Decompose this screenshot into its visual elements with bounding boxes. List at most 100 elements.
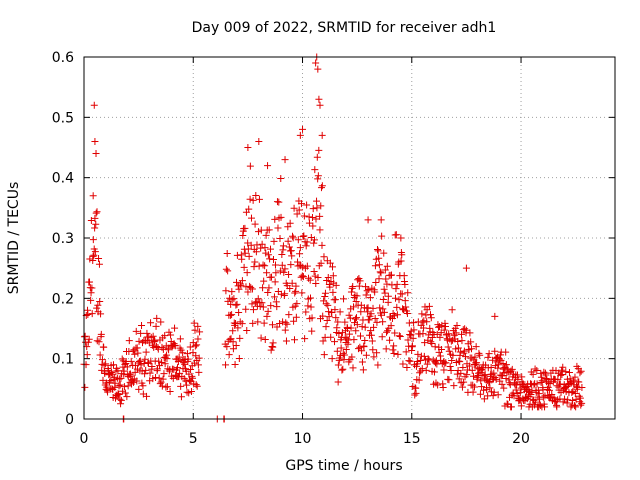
data-point [127,357,135,365]
data-point [193,382,201,390]
data-point [229,338,237,346]
data-point [323,276,331,284]
data-point [309,205,317,213]
data-point [393,280,401,288]
data-point-spike [92,150,100,158]
data-point [380,285,388,293]
data-point [95,255,103,263]
data-point [289,232,297,240]
data-point [233,278,241,286]
data-point [424,336,432,344]
data-point [401,297,409,305]
data-point [89,252,97,260]
x-tick-label: 15 [403,431,421,447]
x-tick-label: 10 [294,431,312,447]
data-point [367,327,375,335]
data-point [360,343,368,351]
data-point [572,403,580,411]
data-point [337,344,345,352]
data-point [278,261,286,269]
data-point [562,368,570,376]
data-point [115,382,123,390]
data-point [95,338,103,346]
data-point [129,378,137,386]
data-point [447,367,455,375]
data-point [349,364,357,372]
data-point [418,365,426,373]
data-point [495,361,503,369]
data-point [305,219,313,227]
data-point [245,252,253,260]
data-point [352,327,360,335]
data-point [375,261,383,269]
data-point [93,208,101,216]
data-point [575,378,583,386]
y-axis-label: SRMTID / TECUs [6,182,22,295]
data-point [460,347,468,355]
data-point [314,172,322,180]
data-point [336,308,344,316]
data-point [187,387,195,395]
data-point-spike [315,95,323,103]
data-point [322,323,330,331]
data-point [299,232,307,240]
data-point [370,323,378,331]
data-point [152,322,160,330]
data-point [334,318,342,326]
data-point [155,357,163,365]
data-point [284,237,292,245]
data-point [228,296,236,304]
data-point [485,379,493,387]
data-point [147,319,155,327]
data-point [422,366,430,374]
data-point [285,243,293,251]
data-point [92,209,100,217]
data-point [355,282,363,290]
data-point [117,396,125,404]
data-point [190,319,198,327]
data-point [319,337,327,345]
data-point [231,361,239,369]
data-point [235,355,243,363]
data-point [339,349,347,357]
data-point [158,359,166,367]
data-point [259,303,267,311]
data-point [379,305,387,313]
data-point [463,371,471,379]
data-point [364,304,372,312]
data-point [550,394,558,402]
data-point [462,353,470,361]
data-point [455,375,463,383]
data-point [473,359,481,367]
data-point [448,306,456,314]
data-point [508,365,516,373]
data-point [577,401,585,409]
data-point [543,376,551,384]
data-point [381,289,389,297]
data-point [245,205,253,213]
data-point [396,333,404,341]
data-point [92,220,100,228]
data-point-spike [264,162,272,170]
data-point-spike [90,101,98,109]
data-point [276,267,284,275]
data-point [141,355,149,363]
data-point [120,383,128,391]
data-point [97,330,105,338]
data-point [127,372,135,380]
data-point [392,285,400,293]
data-point [95,260,103,268]
data-point [427,338,435,346]
data-point [100,361,108,369]
data-point-spike [312,59,320,67]
data-point [359,366,367,374]
data-point [538,377,546,385]
data-point [382,275,390,283]
data-point [292,313,300,321]
data-point [161,360,169,368]
data-point [297,200,305,208]
data-point [448,357,456,365]
data-point [573,382,581,390]
data-point [378,232,386,240]
data-point [264,251,272,259]
